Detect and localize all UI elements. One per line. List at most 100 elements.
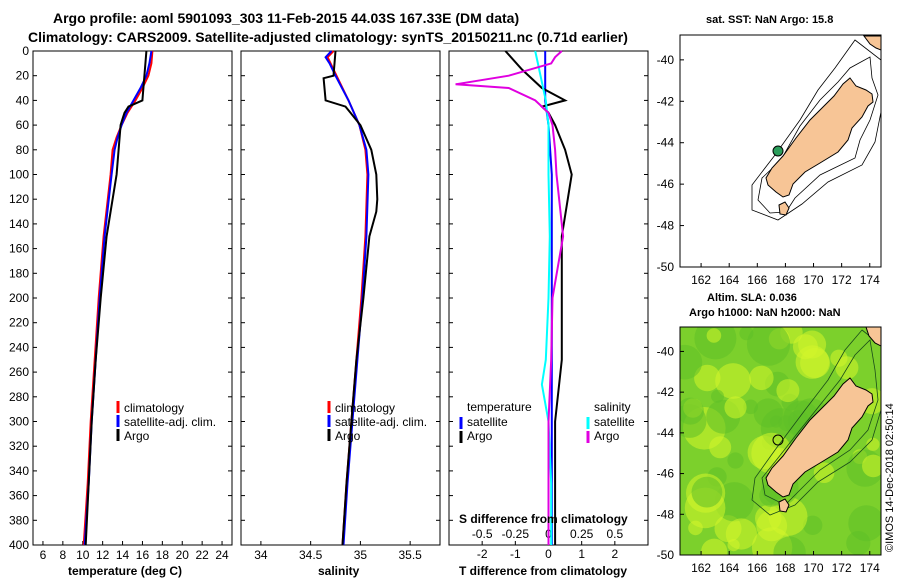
depth-tick-label: 320 (9, 439, 29, 453)
map-y-tick-label: -48 (657, 507, 675, 521)
map-y-tick-label: -50 (657, 260, 675, 274)
map-y-tick-label: -50 (657, 548, 675, 562)
sla-texture (725, 518, 758, 550)
depth-tick-label: 340 (9, 464, 29, 478)
s-difference-xlabel: S difference from climatology (459, 512, 628, 526)
sla-texture (688, 520, 703, 536)
sla-texture (795, 345, 830, 379)
map-x-tick-label: 166 (747, 561, 767, 575)
sla-texture (694, 327, 737, 360)
x-tick-label: 12 (96, 548, 110, 562)
depth-tick-label: 100 (9, 168, 29, 182)
sla-texture (694, 364, 721, 392)
x-tick-label: 35.5 (398, 548, 422, 562)
x-tick-label: -1 (510, 547, 521, 561)
depth-tick-label: 60 (16, 118, 30, 132)
salinity-legend: climatology satellite-adj. clim. Argo (327, 401, 427, 443)
stewart-island-land (778, 201, 790, 216)
legend-label: Argo (467, 429, 493, 443)
sla-texture (715, 363, 751, 399)
temperature-legend: climatology satellite-adj. clim. Argo (116, 401, 216, 443)
bottom-map (680, 327, 881, 555)
north-island-land (863, 35, 881, 51)
map-y-tick-label: -42 (657, 94, 675, 108)
depth-tick-label: 300 (9, 415, 29, 429)
depth-tick-label: 40 (16, 93, 30, 107)
legend-label: satellite (594, 415, 635, 429)
t-difference-xlabel: T difference from climatology (459, 564, 627, 578)
map-y-tick-label: -46 (657, 177, 675, 191)
x-tick-label: 34.5 (299, 548, 323, 562)
temperature-xlabel: temperature (deg C) (68, 564, 182, 578)
x2-tick-label: -0.25 (502, 527, 530, 541)
map-y-tick-label: -44 (657, 136, 675, 150)
isobath-line (761, 339, 879, 506)
bottom-map-axes: 162 164 166 168 170 172 174 -40 -42 -44 -46 -48 -50 (657, 344, 880, 575)
x-tick-label: 24 (215, 548, 229, 562)
argo-position-marker (772, 145, 784, 157)
depth-axis: 0 20 40 60 80 100 120 140 160 180 200 220 240 260 280 3… (9, 44, 648, 552)
sla-texture (749, 365, 774, 391)
depth-tick-label: 240 (9, 340, 29, 354)
series-line-argo (322, 50, 379, 546)
series-line-t-satellite (544, 51, 553, 545)
sla-texture (776, 379, 800, 403)
map-x-tick-label: 164 (719, 273, 739, 287)
x2-tick-label: 0.25 (570, 527, 594, 541)
map-x-tick-label: 168 (775, 273, 795, 287)
x2-tick-label: 0.5 (606, 527, 623, 541)
sla-texture (862, 454, 881, 478)
sla-texture (866, 437, 880, 451)
series-line-s-argo (455, 50, 565, 545)
map-x-tick-label: 172 (832, 273, 852, 287)
sla-texture (803, 515, 823, 535)
top-map-frame (679, 34, 882, 268)
salinity-panel: 34 34.5 35 35.5 (254, 50, 422, 562)
x-tick-label: 22 (195, 548, 209, 562)
isobath-line (757, 56, 879, 214)
salinity-panel-frame (240, 50, 441, 546)
bottom-map-frame (679, 326, 882, 556)
bottom-map-title-1: Altim. SLA: 0.036 (707, 292, 797, 304)
title-line-2: Climatology: CARS2009. Satellite-adjuste… (28, 29, 628, 45)
depth-tick-label: 140 (9, 217, 29, 231)
top-map (680, 35, 881, 267)
sla-texture (706, 328, 722, 343)
sla-texture (746, 327, 791, 366)
x-tick-label: 35 (354, 548, 368, 562)
legend-label: Argo (594, 429, 620, 443)
sla-texture (680, 344, 703, 380)
map-x-tick-label: 162 (691, 273, 711, 287)
depth-tick-label: 400 (9, 538, 29, 552)
x-tick-label: 34 (254, 548, 268, 562)
map-x-tick-label: 172 (832, 561, 852, 575)
depth-tick-label: 220 (9, 316, 29, 330)
series-line-climatology (82, 50, 154, 546)
legend-label: climatology (335, 401, 395, 415)
title-line-1: Argo profile: aoml 5901093_303 11-Feb-20… (53, 10, 519, 26)
map-x-tick-label: 170 (804, 273, 824, 287)
sla-texture (768, 496, 808, 536)
x2-tick-label: -0.5 (472, 527, 493, 541)
sla-texture (680, 397, 704, 425)
depth-tick-label: 0 (22, 44, 29, 58)
x-tick-label: 1 (578, 547, 585, 561)
difference-panel: -2 -1 0 1 2-0.5 -0.25 0 0.25 0.5 (455, 50, 623, 561)
north-island-land (865, 327, 881, 347)
x-tick-label: -2 (477, 547, 488, 561)
map-x-tick-label: 164 (719, 561, 739, 575)
difference-legend: temperature satellite Argo salinity sate… (459, 400, 635, 443)
x-tick-label: 16 (136, 548, 150, 562)
bottom-map-title-2: Argo h1000: NaN h2000: NaN (689, 307, 841, 319)
depth-tick-label: 380 (9, 513, 29, 527)
map-y-tick-label: -42 (657, 385, 675, 399)
sla-texture (835, 356, 859, 380)
depth-tick-label: 180 (9, 266, 29, 280)
map-y-tick-label: -48 (657, 219, 675, 233)
isobath-line (751, 329, 881, 516)
depth-tick-label: 120 (9, 192, 29, 206)
top-map-title: sat. SST: NaN Argo: 15.8 (706, 14, 833, 26)
map-x-tick-label: 170 (804, 561, 824, 575)
stewart-island-land (778, 498, 790, 513)
